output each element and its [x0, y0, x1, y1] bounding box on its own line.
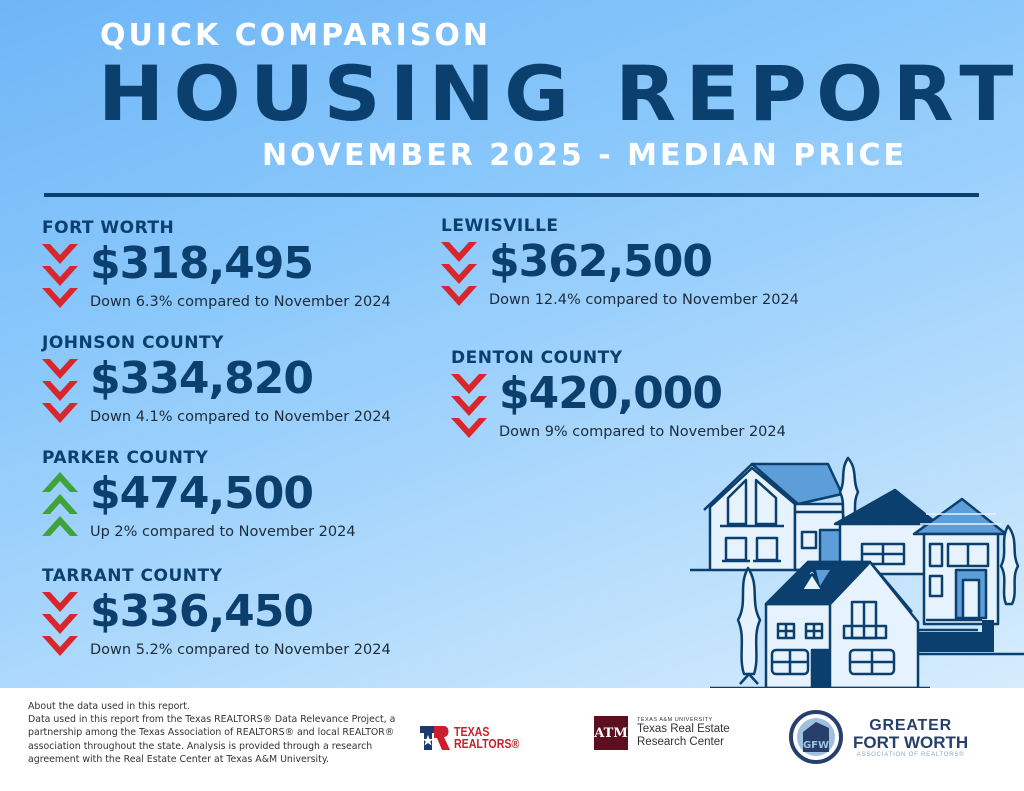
- area-name: DENTON COUNTY: [451, 348, 623, 368]
- median-price: $420,000: [499, 368, 723, 419]
- entry-tarrant-county: TARRANT COUNTY $336,450 Down 5.2% compar…: [42, 566, 391, 676]
- price-change: Down 6.3% compared to November 2024: [90, 294, 391, 310]
- price-change: Down 12.4% compared to November 2024: [489, 292, 799, 308]
- price-change: Down 4.1% compared to November 2024: [90, 409, 391, 425]
- houses-illustration-icon: [690, 452, 1024, 688]
- hero-banner: QUICK COMPARISON HOUSING REPORT NOVEMBER…: [0, 0, 1024, 688]
- price-change: Up 2% compared to November 2024: [90, 524, 356, 540]
- price-change: Down 5.2% compared to November 2024: [90, 642, 391, 658]
- svg-text:GFW: GFW: [803, 740, 829, 751]
- median-price: $318,495: [90, 238, 314, 289]
- texas-realtors-mark-icon: [420, 726, 450, 750]
- triple-chevron-down-icon: [451, 372, 487, 444]
- area-name: LEWISVILLE: [441, 216, 559, 236]
- area-name: TARRANT COUNTY: [42, 566, 223, 586]
- texas-realtors-line2: REALTORS®: [454, 737, 520, 751]
- median-price: $336,450: [90, 586, 314, 637]
- price-change: Down 9% compared to November 2024: [499, 424, 786, 440]
- area-name: FORT WORTH: [42, 218, 175, 238]
- triple-chevron-down-icon: [42, 242, 78, 314]
- texas-realtors-line1: TEXAS: [454, 725, 490, 739]
- entry-parker-county: PARKER COUNTY $474,500 Up 2% compared to…: [42, 448, 356, 558]
- texas-realtors-logo: TEXAS REALTORS®: [420, 722, 531, 754]
- area-name: JOHNSON COUNTY: [42, 333, 224, 353]
- about-body: Data used in this report from the Texas …: [28, 714, 396, 765]
- median-price: $334,820: [90, 353, 314, 404]
- tamu-real-estate-logo: ATM TEXAS A&M UNIVERSITY Texas Real Esta…: [594, 716, 730, 750]
- median-price: $474,500: [90, 468, 314, 519]
- page-title: HOUSING REPORT: [98, 49, 1023, 138]
- triple-chevron-down-icon: [441, 240, 477, 312]
- gfw-line3: ASSOCIATION OF REALTORS®: [856, 751, 965, 758]
- header-divider: [44, 193, 979, 197]
- entry-denton-county: DENTON COUNTY $420,000 Down 9% compared …: [451, 348, 786, 458]
- median-price: $362,500: [489, 236, 713, 287]
- tamu-line1: Texas Real Estate: [637, 723, 730, 735]
- about-title: About the data used in this report.: [28, 701, 190, 712]
- tamu-mark-icon: ATM: [594, 716, 628, 750]
- greater-fort-worth-logo: GFW GREATER FORT WORTH ASSOCIATION OF RE…: [789, 710, 968, 764]
- triple-chevron-down-icon: [42, 357, 78, 429]
- tamu-line2: Research Center: [637, 736, 724, 748]
- page-subtitle: NOVEMBER 2025 - MEDIAN PRICE: [262, 138, 908, 173]
- entry-lewisville: LEWISVILLE $362,500 Down 12.4% compared …: [441, 216, 799, 326]
- gfw-line1: GREATER: [869, 716, 952, 734]
- tamu-university-label: TEXAS A&M UNIVERSITY: [637, 717, 713, 723]
- triple-chevron-up-icon: [42, 472, 78, 544]
- triple-chevron-down-icon: [42, 590, 78, 662]
- gfw-line2: FORT WORTH: [853, 732, 969, 752]
- footer: About the data used in this report. Data…: [0, 688, 1024, 791]
- entry-johnson-county: JOHNSON COUNTY $334,820 Down 4.1% compar…: [42, 333, 391, 443]
- about-data-note: About the data used in this report. Data…: [28, 700, 398, 766]
- gfw-badge-icon: GFW: [789, 710, 843, 764]
- entry-fort-worth: FORT WORTH $318,495 Down 6.3% compared t…: [42, 218, 391, 328]
- kicker-label: QUICK COMPARISON: [100, 18, 492, 53]
- area-name: PARKER COUNTY: [42, 448, 209, 468]
